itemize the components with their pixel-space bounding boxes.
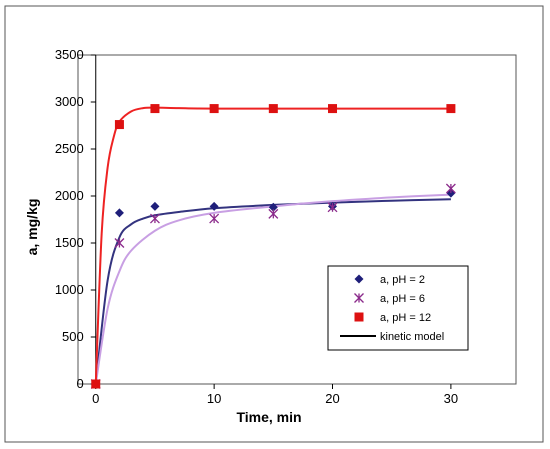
legend-marker	[354, 274, 364, 284]
fit-curve	[94, 193, 451, 385]
y-tick-label: 2500	[55, 141, 84, 156]
legend-label: a, pH = 2	[380, 274, 425, 286]
x-tick-label: 20	[325, 391, 339, 406]
legend: a, pH = 2 a, pH = 6 a, pH = 12 kinetic mode…	[327, 265, 469, 351]
y-tick-label: 1500	[55, 235, 84, 250]
fit-curve	[94, 198, 451, 385]
data-point	[114, 120, 124, 130]
fit-curves	[94, 106, 451, 385]
plot-border	[77, 54, 517, 385]
data-point	[149, 213, 160, 224]
legend-label: kinetic model	[380, 331, 444, 343]
x-tick-label: 0	[92, 391, 99, 406]
data-markers	[90, 104, 456, 389]
x-tick-label: 30	[444, 391, 458, 406]
data-point	[114, 208, 124, 218]
data-point	[150, 104, 160, 114]
y-tick-label: 3500	[55, 47, 84, 62]
data-point	[268, 202, 278, 212]
y-tick-label: 0	[77, 376, 84, 391]
data-point	[327, 202, 338, 213]
legend-label: a, pH = 6	[380, 293, 425, 305]
y-tick-label: 2000	[55, 188, 84, 203]
y-tick-label: 1000	[55, 282, 84, 297]
data-point	[114, 238, 125, 248]
y-tick-label: 3000	[55, 94, 84, 109]
y-tick-label: 500	[62, 329, 84, 344]
legend-marker	[354, 293, 364, 303]
data-point	[209, 201, 219, 211]
data-point	[268, 208, 279, 219]
plot-area: 0 500 1000 1500 2000 2500 3000 3500 0 10 20 30	[55, 47, 517, 406]
data-point	[91, 379, 101, 389]
legend-marker	[354, 312, 364, 322]
x-axis-title: Time, min	[236, 409, 301, 425]
fit-curve	[94, 106, 451, 385]
chart-frame	[4, 5, 544, 443]
legend-label: a, pH = 12	[380, 312, 431, 324]
y-axis-title: a, mg/kg	[24, 199, 40, 256]
data-point	[209, 213, 220, 224]
data-point	[445, 183, 456, 194]
data-point	[328, 104, 338, 114]
data-point	[268, 104, 278, 114]
data-point	[209, 104, 219, 114]
x-tick-label: 10	[207, 391, 221, 406]
data-point	[150, 201, 160, 211]
data-point	[446, 104, 456, 114]
